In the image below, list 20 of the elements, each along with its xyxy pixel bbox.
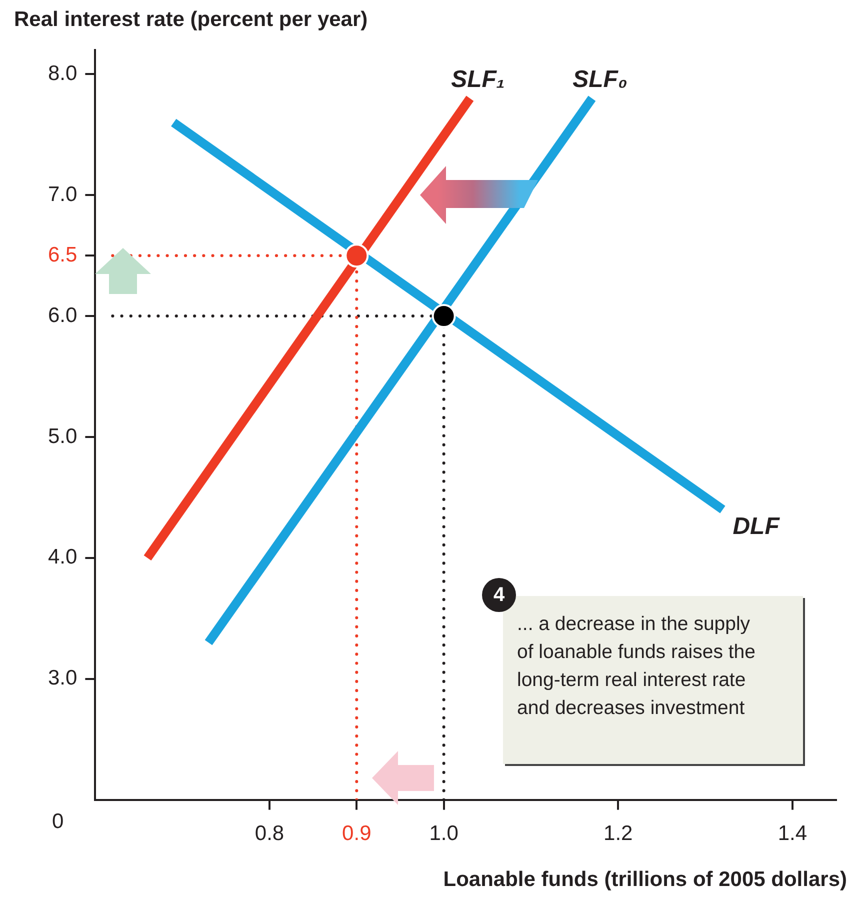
y-tick-label: 8.0 [48,62,78,85]
y-tick-label: 3.0 [48,666,78,690]
series-label: DLF [732,513,781,540]
x-tick-label: 1.2 [604,822,633,846]
x-tick-label: 1.4 [778,822,808,846]
x-tick-label: 0.9 [342,822,372,846]
y-tick-label: 6.5 [48,243,78,266]
x-tick-label: 1.0 [429,822,458,846]
text: 0 [52,810,64,834]
series-label: SLF₀ [572,66,628,93]
y-tick-label: 5.0 [48,424,78,448]
y-tick-label: 4.0 [48,546,78,569]
y-tick-label: 6.0 [48,304,78,327]
y-tick-label: 7.0 [48,182,78,206]
y-axis-title: Real interest rate (percent per year) [14,8,368,32]
x-tick-label: 0.8 [254,822,284,846]
x-axis-title: Loanable funds (trillions of 2005 dollars) [443,868,847,892]
series-label: SLF₁ [451,66,505,93]
annotation: 4 [482,578,516,612]
note-box: ... a decrease in the supply of loanable funds raises the long-term real interest rate and decreases investment [503,596,803,764]
